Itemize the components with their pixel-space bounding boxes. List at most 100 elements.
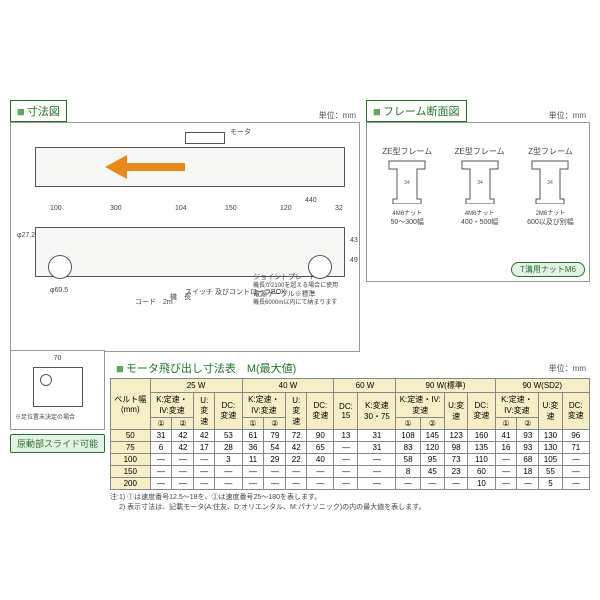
table-cell: — — [242, 478, 264, 490]
table-cell: 41 — [495, 430, 517, 442]
th-belt: ベルト幅 (mm) — [111, 379, 151, 430]
th-60-2: K:変速 30・75 — [358, 393, 396, 430]
table-cell: — — [150, 478, 172, 490]
table-cell: — — [286, 466, 307, 478]
table-row: 200—————————————10——5— — [111, 478, 590, 490]
th-40w: 40 W — [242, 379, 334, 393]
th-kiv: K:定速・IV:変速 — [150, 393, 194, 418]
table-cell: 98 — [444, 442, 467, 454]
table-cell: 68 — [517, 454, 539, 466]
table-cell: 135 — [468, 442, 495, 454]
jnote-label: 機長が2100を超える場合に使用 — [253, 280, 338, 289]
side-drawing: 70 ※足位置未決定の場合 — [10, 350, 105, 430]
dim-h49: 49 — [350, 257, 358, 264]
table-cell: 31 — [358, 430, 396, 442]
table-cell: 53 — [215, 430, 242, 442]
table-cell: 83 — [396, 442, 420, 454]
table-row: 150——————————8452360—1855— — [111, 466, 590, 478]
table-cell: — — [495, 454, 517, 466]
table-cell: 145 — [420, 430, 444, 442]
th-kiv4: K:定速・IV:変速 — [495, 393, 539, 418]
table-cell: — — [420, 478, 444, 490]
table-cell: 31 — [358, 442, 396, 454]
roller-left — [48, 255, 72, 279]
table-cell: — — [334, 478, 358, 490]
table-cell: — — [562, 478, 589, 490]
th-dc3: DC: 変速 — [468, 393, 495, 430]
table-cell: 58 — [396, 454, 420, 466]
dim-300: 300 — [110, 205, 122, 212]
table-cell: 45 — [420, 466, 444, 478]
table-cell: — — [334, 466, 358, 478]
table-cell: 31 — [150, 430, 172, 442]
table-cell: 22 — [286, 454, 307, 466]
table-cell: — — [358, 454, 396, 466]
table-cell: 108 — [396, 430, 420, 442]
table-cell: 29 — [264, 454, 286, 466]
table-cell: 72 — [286, 430, 307, 442]
table-cell: 11 — [242, 454, 264, 466]
th-s2c: ② — [420, 418, 444, 430]
frame-title: ■フレーム断面図 — [366, 100, 467, 122]
motor-box — [185, 132, 225, 144]
table-cell: — — [562, 454, 589, 466]
table-cell: 16 — [495, 442, 517, 454]
th-s2d: ② — [517, 418, 539, 430]
unit-label-3: 単位：mm — [545, 362, 590, 375]
table-cell: 61 — [242, 430, 264, 442]
th-60-1: DC: 15 — [334, 393, 358, 430]
dimension-drawing-panel: モータ 100 300 104 150 120 440 32 — [10, 122, 360, 352]
unit-label: 単位：mm — [315, 109, 360, 122]
cable-len-label: 機長6000m以内にて納まります — [253, 297, 337, 306]
table-cell: 55 — [539, 466, 562, 478]
table-cell: 42 — [194, 430, 215, 442]
table-cell: 71 — [562, 442, 589, 454]
th-s1b: ① — [242, 418, 264, 430]
table-cell: 120 — [420, 442, 444, 454]
dim-d60: φ60.5 — [50, 287, 68, 294]
table-cell: 3 — [215, 454, 242, 466]
frame-item: Z型フレーム 34 2M6ナット 600以及び別幅 — [527, 146, 574, 227]
table-cell: — — [172, 478, 194, 490]
table-cell: 105 — [539, 454, 562, 466]
table-cell: — — [194, 478, 215, 490]
slide-badge: 原動部スライド可能 — [10, 434, 105, 453]
table-cell: — — [307, 478, 334, 490]
side-note: ※足位置未決定の場合 — [15, 412, 75, 421]
table-cell: — — [150, 466, 172, 478]
th-u2: U:変速 — [286, 393, 307, 430]
dim-100: 100 — [50, 205, 62, 212]
table-cell: 73 — [444, 454, 467, 466]
dim-104: 104 — [175, 205, 187, 212]
table-cell: 10 — [468, 478, 495, 490]
table-row: 100———311292240——589573110—68105— — [111, 454, 590, 466]
table-cell: — — [264, 478, 286, 490]
table-cell: — — [264, 466, 286, 478]
unit-label-2: 単位：mm — [545, 109, 590, 122]
dim-32: 32 — [335, 205, 343, 212]
th-dc2: DC: 変速 — [307, 393, 334, 430]
table-cell: 130 — [539, 430, 562, 442]
table-cell: — — [242, 466, 264, 478]
table-cell: — — [334, 442, 358, 454]
motor-label: モータ — [230, 127, 251, 137]
table-cell: 42 — [286, 442, 307, 454]
dim-440: 440 — [305, 197, 317, 204]
th-25w: 25 W — [150, 379, 242, 393]
svg-text:34: 34 — [404, 180, 410, 186]
table-cell: 96 — [562, 430, 589, 442]
th-s2: ② — [172, 418, 194, 430]
table-cell: 54 — [264, 442, 286, 454]
table-cell: — — [495, 466, 517, 478]
cord-label: コード 2m — [135, 297, 173, 307]
table-cell: 60 — [468, 466, 495, 478]
conveyor-side-view — [35, 227, 345, 277]
th-u3: U:変速 — [444, 393, 467, 430]
th-s1: ① — [150, 418, 172, 430]
table-cell: 6 — [150, 442, 172, 454]
dim-h43: 43 — [350, 237, 358, 244]
table-cell: — — [495, 478, 517, 490]
table-cell: — — [517, 478, 539, 490]
table-cell: 93 — [517, 430, 539, 442]
direction-arrow — [105, 155, 185, 179]
